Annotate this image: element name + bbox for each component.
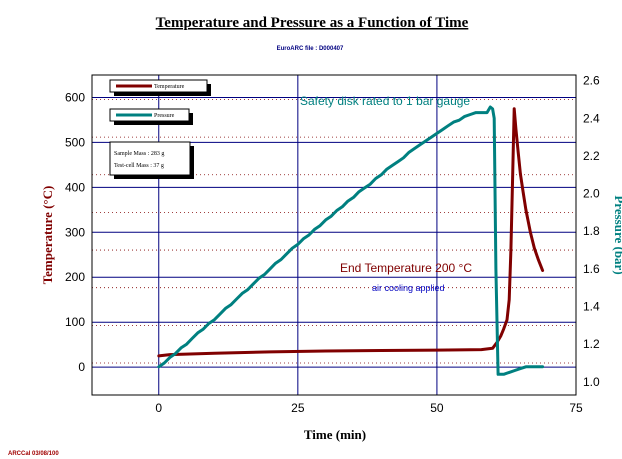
series-line-pressure (157, 105, 545, 376)
x-tick-label: 0 (155, 401, 162, 415)
ticks: 0 25 50 75 0 100 200 300 400 500 600 1.0 1.2 1.4 1.6 1.… (65, 74, 600, 415)
y2-tick-label: 1.6 (583, 262, 600, 276)
footer-stamp: ARCCal 03/08/100 (8, 451, 59, 457)
legend-item-pressure: Pressure (109, 108, 193, 125)
annotation-air-cooling: air cooling applied (372, 283, 445, 293)
x-tick-label: 50 (430, 401, 444, 415)
chart-title: Temperature and Pressure as a Function o… (156, 15, 469, 31)
y2-tick-label: 1.0 (583, 375, 600, 389)
chart-subtitle: EuroARC file : D000407 (277, 46, 344, 52)
y-tick-label: 0 (78, 360, 85, 374)
annotation-end-temperature: End Temperature 200 °C (340, 261, 472, 275)
y-tick-label: 200 (65, 270, 85, 284)
info-test-cell-mass: Test-cell Mass : 37 g (114, 163, 164, 169)
y2-tick-label: 1.2 (583, 337, 600, 351)
legend: Temperature Pressure (109, 79, 211, 125)
y2-axis-label: Pressure (bar) (612, 195, 622, 274)
y-tick-label: 400 (65, 180, 85, 194)
info-box: Sample Mass : 283 g Test-cell Mass : 37 … (109, 141, 194, 179)
plot-frame (91, 74, 577, 396)
series-line-temperature (157, 107, 545, 358)
y2-tick-label: 2.0 (583, 187, 600, 201)
y-axis-label: Temperature (°C) (40, 186, 55, 285)
y-tick-label: 100 (65, 315, 85, 329)
y-tick-label: 500 (65, 135, 85, 149)
legend-item-temperature: Temperature (109, 79, 211, 96)
y2-tick-label: 2.2 (583, 149, 600, 163)
y2-tick-label: 2.6 (583, 74, 600, 88)
series (157, 105, 545, 376)
x-tick-label: 25 (291, 401, 305, 415)
legend-label-temperature: Temperature (154, 84, 185, 90)
x-axis-label: Time (min) (304, 427, 366, 442)
legend-label-pressure: Pressure (154, 113, 175, 119)
y-tick-label: 300 (65, 225, 85, 239)
info-sample-mass: Sample Mass : 283 g (114, 151, 164, 157)
y-tick-label: 600 (65, 90, 85, 104)
y2-tick-label: 1.8 (583, 224, 600, 238)
annotation-safety-disk: Safety disk rated to 1 bar gauge (300, 94, 470, 108)
y2-tick-label: 1.4 (583, 300, 600, 314)
y2-tick-label: 2.4 (583, 111, 600, 125)
x-tick-label: 75 (569, 401, 583, 415)
